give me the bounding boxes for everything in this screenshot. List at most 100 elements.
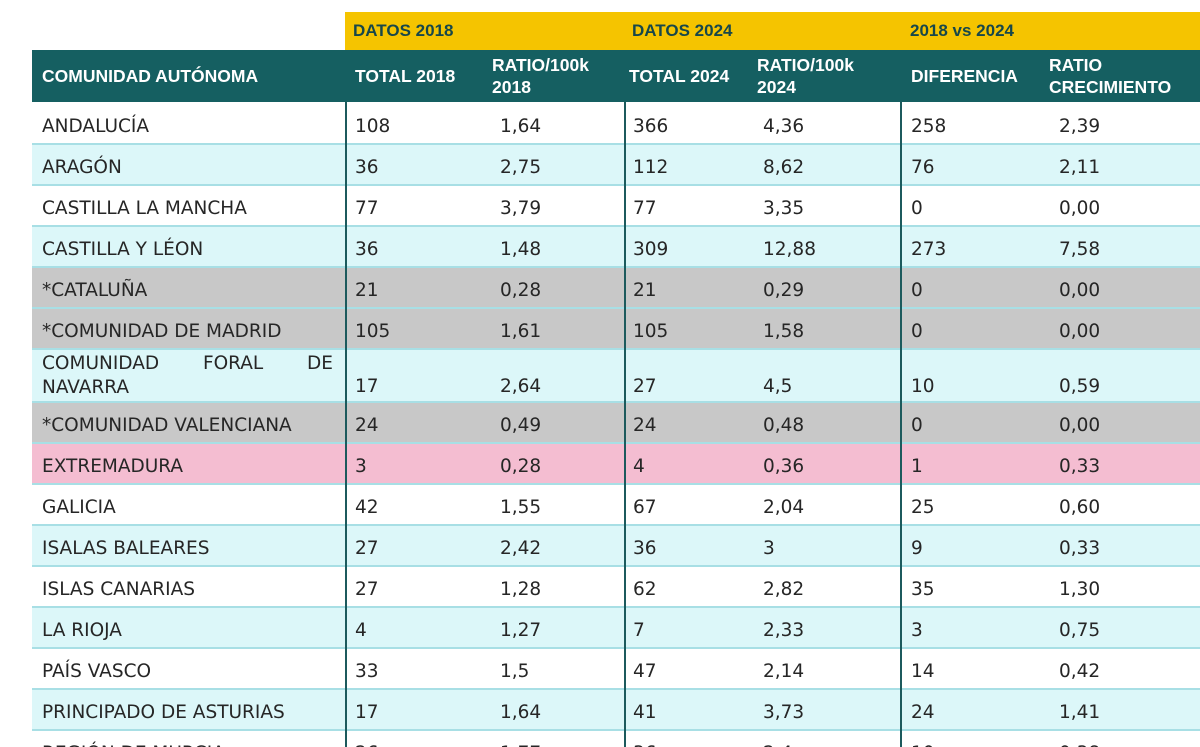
cell-ratio-2024: 2,04 [763,497,805,518]
cell-total-2024: 309 [633,239,669,260]
cell-comunidad-word: COMUNIDAD [42,352,160,374]
column-divider [345,102,347,747]
cell-total-2024: 105 [633,321,669,342]
cell-total-2024: 366 [633,116,669,137]
column-divider [900,102,902,747]
table-row: COMUNIDAD FORAL DE NAVARRA 17 2,64 27 4,… [32,350,1200,403]
cell-diferencia: 0 [911,321,923,342]
col-header-ratio-crecimiento: RATIO CRECIMIENTO [1049,55,1172,97]
cell-diferencia: 76 [911,157,935,178]
cell-total-2018: 4 [355,620,367,641]
cell-ratio-crecimiento: 0,59 [1059,376,1101,397]
cell-ratio-crecimiento: 0,00 [1059,198,1101,219]
cell-ratio-2024: 3 [763,538,775,559]
cell-ratio-crecimiento: 2,39 [1059,116,1101,137]
table-row: *CATALUÑA 21 0,28 21 0,29 0 0,00 [32,268,1200,309]
cell-diferencia: 14 [911,661,935,682]
cell-ratio-2024: 4,36 [763,116,805,137]
cell-comunidad: *COMUNIDAD DE MADRID [42,321,282,342]
cell-diferencia: 1 [911,456,923,477]
cell-ratio-crecimiento: 2,11 [1059,157,1101,178]
cell-ratio-2024: 1,58 [763,321,805,342]
table-row: PAÍS VASCO 33 1,5 47 2,14 14 0,42 [32,649,1200,690]
cell-comunidad: PAÍS VASCO [42,661,152,682]
cell-comunidad: ISLAS CANARIAS [42,579,195,600]
cell-comunidad: COMUNIDAD FORAL DE NAVARRA [32,350,345,401]
cell-ratio-crecimiento: 1,41 [1059,702,1101,723]
cell-comunidad-word: DE [307,352,333,374]
table-row: CASTILLA Y LÉON 36 1,48 309 12,88 273 7,… [32,227,1200,268]
cell-comunidad: ANDALUCÍA [42,116,150,137]
cell-total-2024: 27 [633,376,657,397]
cell-diferencia: 0 [911,415,923,436]
table-row: GALICIA 42 1,55 67 2,04 25 0,60 [32,485,1200,526]
cell-total-2018: 105 [355,321,391,342]
cell-ratio-2018: 3,79 [500,198,542,219]
cell-total-2024: 67 [633,497,657,518]
cell-total-2024: 4 [633,456,645,477]
cell-total-2018: 108 [355,116,391,137]
cell-comunidad: EXTREMADURA [42,456,184,477]
table-row: REGIÓN DE MURCIA 26 1,77 36 2,4 10 0,38 [32,731,1200,747]
cell-diferencia: 10 [901,731,1049,747]
cell-comunidad-word: FORAL [202,352,264,374]
cell-ratio-2018: 2,42 [500,538,542,559]
cell-diferencia: 3 [911,620,923,641]
cell-ratio-2018: 0,28 [500,280,542,301]
cell-total-2018: 36 [355,157,379,178]
cell-total-2018: 3 [355,456,367,477]
table-row: ARAGÓN 36 2,75 112 8,62 76 2,11 [32,145,1200,186]
cell-total-2024: 36 [633,538,657,559]
table-row: ISLAS CANARIAS 27 1,28 62 2,82 35 1,30 [32,567,1200,608]
cell-ratio-2024: 2,33 [763,620,805,641]
cell-total-2024: 36 [623,731,753,747]
cell-ratio-crecimiento: 0,38 [1049,731,1200,747]
cell-ratio-2018: 1,55 [500,497,542,518]
cell-ratio-2024: 4,5 [763,376,793,397]
table-row: CASTILLA LA MANCHA 77 3,79 77 3,35 0 0,0… [32,186,1200,227]
cell-comunidad-line1: COMUNIDAD FORAL DE [42,352,345,376]
cell-ratio-2018: 1,61 [500,321,542,342]
cell-comunidad: CASTILLA Y LÉON [42,239,204,260]
cell-ratio-crecimiento: 0,60 [1059,497,1101,518]
cell-ratio-2018: 1,5 [500,661,530,682]
cell-comunidad: PRINCIPADO DE ASTURIAS [42,702,285,723]
cell-ratio-2024: 2,14 [763,661,805,682]
cell-ratio-2018: 2,64 [500,376,542,397]
cell-ratio-crecimiento: 0,00 [1059,415,1101,436]
table-row: *COMUNIDAD DE MADRID 105 1,61 105 1,58 0… [32,309,1200,350]
cell-ratio-2018: 1,64 [500,702,542,723]
col-header-total-2024: TOTAL 2024 [629,66,730,86]
table-row: PRINCIPADO DE ASTURIAS 17 1,64 41 3,73 2… [32,690,1200,731]
cell-ratio-crecimiento: 0,00 [1059,321,1101,342]
cell-diferencia: 10 [911,376,935,397]
cell-ratio-crecimiento: 0,75 [1059,620,1101,641]
cell-total-2018: 21 [355,280,379,301]
cell-total-2024: 62 [633,579,657,600]
cell-ratio-crecimiento: 0,00 [1059,280,1101,301]
cell-comunidad: LA RIOJA [42,620,122,641]
cell-total-2018: 17 [355,702,379,723]
column-header-row: COMUNIDAD AUTÓNOMA TOTAL 2018 RATIO/100k… [32,50,1200,102]
cell-total-2018: 24 [355,415,379,436]
cell-ratio-2024: 0,29 [763,280,805,301]
cell-total-2024: 77 [633,198,657,219]
cell-comunidad: ARAGÓN [42,157,122,178]
table-body: ANDALUCÍA 108 1,64 366 4,36 258 2,39 ARA… [32,104,1200,747]
table-row: EXTREMADURA 3 0,28 4 0,36 1 0,33 [32,444,1200,485]
cell-total-2024: 7 [633,620,645,641]
cell-ratio-2018: 1,77 [490,731,623,747]
group-header-row: DATOS 2018 DATOS 2024 2018 vs 2024 [345,12,1200,50]
cell-total-2024: 112 [633,157,669,178]
table-row: LA RIOJA 4 1,27 7 2,33 3 0,75 [32,608,1200,649]
cell-ratio-2024: 2,4 [753,731,901,747]
cell-diferencia: 24 [911,702,935,723]
cell-total-2018: 77 [355,198,379,219]
cell-ratio-crecimiento: 0,33 [1059,538,1101,559]
col-header-comunidad: COMUNIDAD AUTÓNOMA [42,66,259,86]
cell-diferencia: 273 [911,239,947,260]
cell-ratio-2024: 3,73 [763,702,805,723]
cell-total-2018: 36 [355,239,379,260]
cell-diferencia: 0 [911,198,923,219]
